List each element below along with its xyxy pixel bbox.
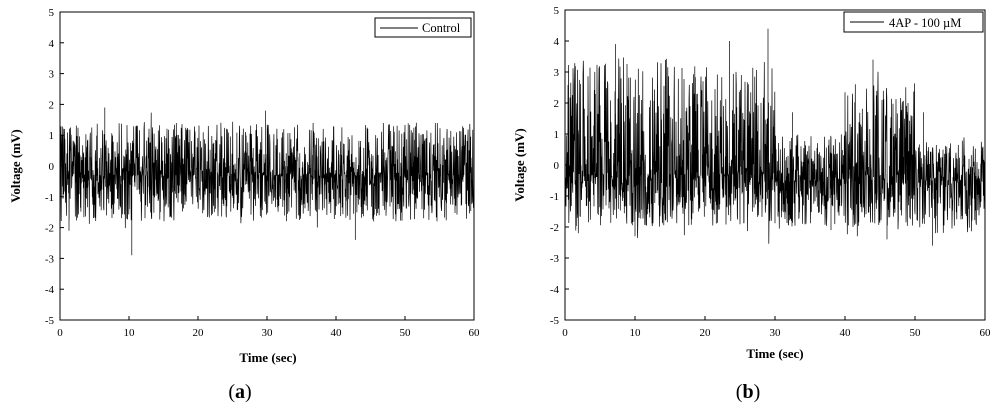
legend-b: 4AP - 100 µM [843,11,984,33]
legend-box-b [843,11,984,33]
y-tick-label: 0 [49,161,55,173]
x-tick-label: 40 [331,327,343,339]
panel-label-a: (a) [228,381,251,403]
legend-box-a [374,17,472,38]
x-tick-label: 60 [469,327,481,339]
series-line-control [59,107,475,256]
x-tick-label: 20 [700,327,712,339]
series-line-4ap [564,28,986,246]
x-tick-label: 20 [193,327,205,339]
x-axis-label-b: Time (sec) [746,346,803,361]
x-tick-label: 0 [57,327,63,339]
x-tick-label: 30 [770,327,782,339]
x-tick-label: 40 [840,327,852,339]
y-tick-label: 4 [554,36,560,48]
y-tick-label: 3 [49,69,55,81]
y-tick-label: -1 [550,191,559,203]
legend-a: Control [374,17,472,38]
y-tick-label: -5 [550,315,560,327]
y-axis-label-a: Voltage (mV) [8,129,23,203]
y-axis-label-b: Voltage (mV) [512,128,527,202]
y-tick-label: -5 [45,315,55,327]
y-tick-label: 4 [49,38,55,50]
y-tick-label: -1 [45,192,54,204]
panel-letter-a: a [235,381,245,403]
y-tick-label: -3 [550,253,560,265]
panel-label-b: (b) [736,381,760,403]
y-tick-label: -3 [45,253,55,265]
y-tick-label: -4 [550,284,560,296]
y-tick-label: -2 [550,222,559,234]
x-tick-label: 30 [262,327,274,339]
legend-label-b: 4AP - 100 µM [889,16,961,30]
y-tick-label: 2 [554,98,560,110]
legend-label-a: Control [422,21,461,35]
y-tick-label: -2 [45,223,54,235]
x-tick-label: 10 [630,327,642,339]
panel-letter-b: b [742,381,753,403]
y-tick-label: 0 [554,160,560,172]
x-tick-label: 60 [980,327,992,339]
y-tick-label: 2 [49,99,55,111]
x-tick-label: 0 [562,327,568,339]
x-tick-label: 50 [910,327,922,339]
x-axis-label-a: Time (sec) [239,350,296,365]
y-tick-label: 5 [554,5,560,17]
y-tick-label: 1 [49,130,55,142]
y-tick-label: 3 [554,67,560,79]
x-tick-label: 10 [124,327,136,339]
y-tick-label: 5 [49,7,55,19]
x-tick-label: 50 [400,327,412,339]
y-tick-label: 1 [554,129,560,141]
y-tick-label: -4 [45,284,55,296]
